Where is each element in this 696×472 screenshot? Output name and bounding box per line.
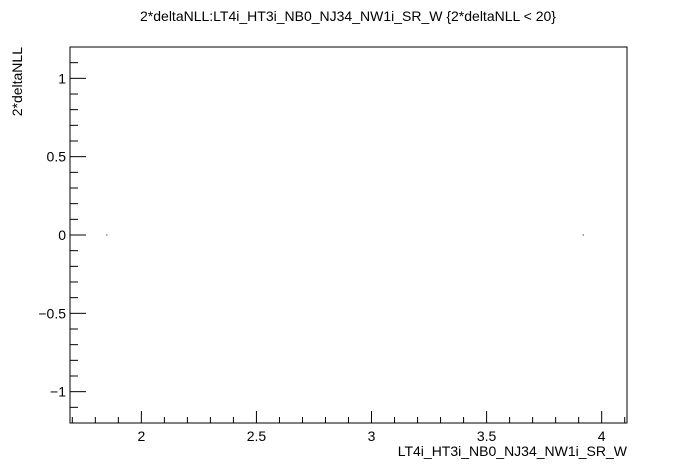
data-point	[106, 234, 108, 236]
y-tick-label: −0.5	[38, 305, 66, 321]
data-point	[582, 234, 584, 236]
y-axis-title: 2*deltaNLL	[9, 47, 25, 116]
x-tick-label: 2.5	[247, 428, 267, 444]
chart-title: 2*deltaNLL:LT4i_HT3i_NB0_NJ34_NW1i_SR_W …	[140, 8, 556, 24]
y-tick-label: −1	[50, 384, 66, 400]
data-points	[106, 234, 584, 236]
y-tick-label: 0	[58, 227, 66, 243]
x-tick-label: 4	[598, 428, 606, 444]
x-axis-title: LT4i_HT3i_NB0_NJ34_NW1i_SR_W	[398, 443, 628, 459]
x-axis-tick-labels: 2 2.5 3 3.5 4	[137, 428, 605, 444]
x-tick-label: 3	[368, 428, 376, 444]
y-axis-tick-labels: −1 −0.5 0 0.5 1	[38, 70, 66, 399]
x-tick-label: 3.5	[477, 428, 497, 444]
y-tick-label: 0.5	[47, 149, 67, 165]
x-axis-ticks	[71, 411, 626, 423]
x-tick-label: 2	[137, 428, 145, 444]
y-axis-ticks	[70, 46, 86, 424]
y-tick-label: 1	[58, 70, 66, 86]
